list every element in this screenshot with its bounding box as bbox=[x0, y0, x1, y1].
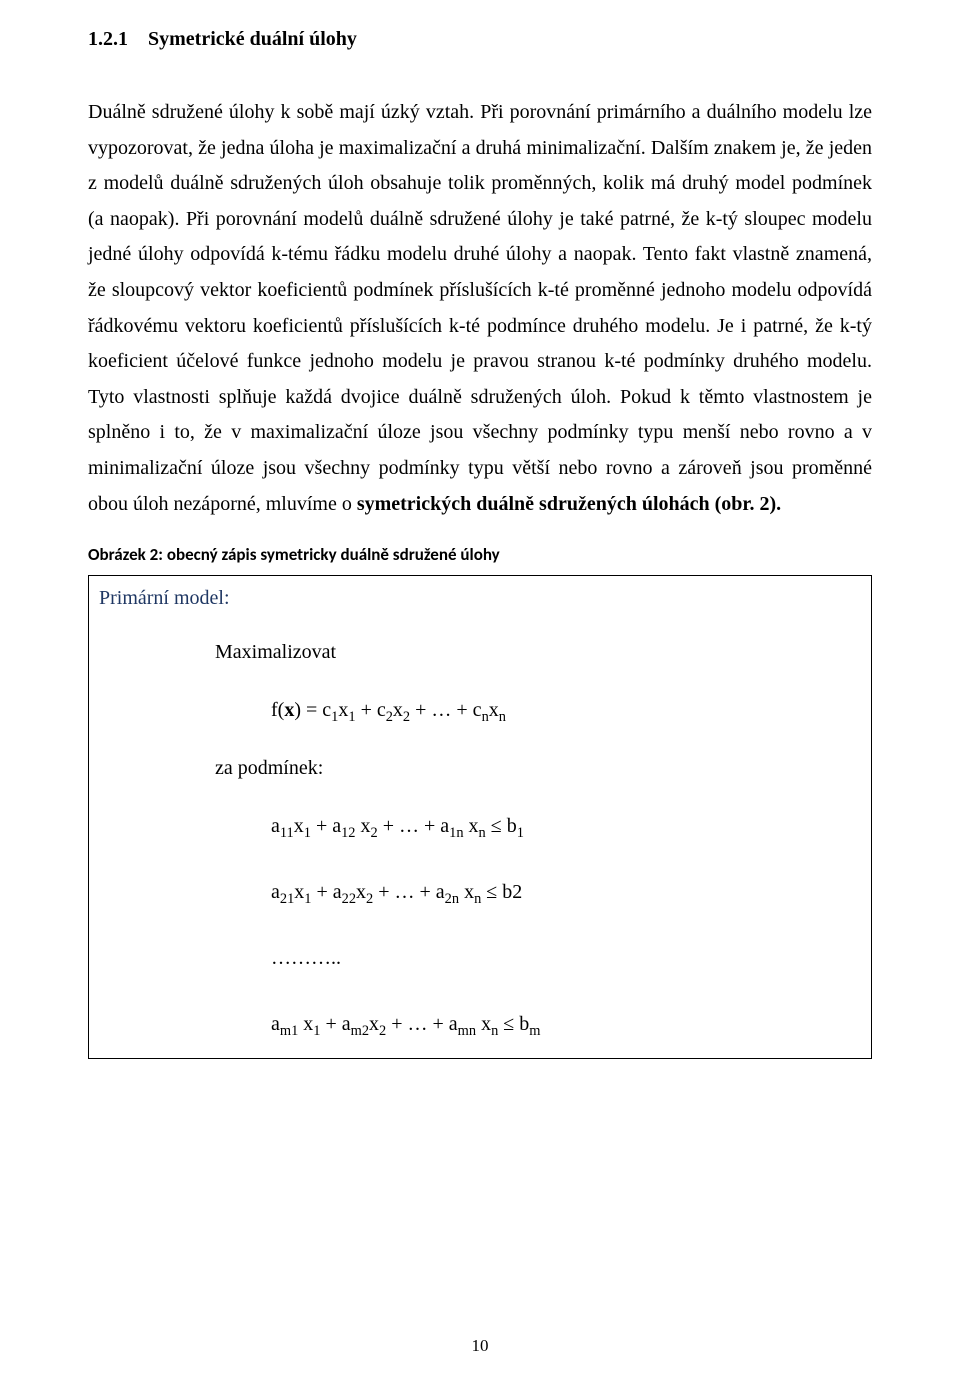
body-paragraph: Duálně sdružené úlohy k sobě mají úzký v… bbox=[88, 95, 872, 522]
page: 1.2.1 Symetrické duální úlohy Duálně sdru… bbox=[0, 0, 960, 1388]
constraint-row: a21x1 + a22x2 + … + a2n xn ≤ b2 bbox=[271, 876, 861, 908]
section-title: Symetrické duální úlohy bbox=[148, 28, 357, 50]
figure-box: Primární model: Maximalizovat f(x) = c1x… bbox=[88, 575, 872, 1059]
figure-caption: Obrázek 2: obecný zápis symetricky duáln… bbox=[88, 544, 872, 565]
section-heading: 1.2.1 Symetrické duální úlohy bbox=[88, 28, 872, 51]
page-number: 10 bbox=[0, 1336, 960, 1356]
constraint-ellipsis: ……….. bbox=[271, 942, 861, 974]
maximize-label: Maximalizovat bbox=[215, 636, 861, 668]
primal-model-label: Primární model: bbox=[99, 582, 861, 614]
paragraph-bold-tail: symetrických duálně sdružených úlohách (… bbox=[357, 493, 781, 515]
section-number: 1.2.1 bbox=[88, 28, 128, 51]
constraints-label: za podmínek: bbox=[215, 752, 861, 784]
objective-function: f(x) = c1x1 + c2x2 + … + cnxn bbox=[271, 694, 861, 726]
constraint-row: a11x1 + a12 x2 + … + a1n xn ≤ b1 bbox=[271, 810, 861, 842]
paragraph-text: Duálně sdružené úlohy k sobě mají úzký v… bbox=[88, 101, 872, 515]
constraint-row: am1 x1 + am2x2 + … + amn xn ≤ bm bbox=[271, 1008, 861, 1040]
